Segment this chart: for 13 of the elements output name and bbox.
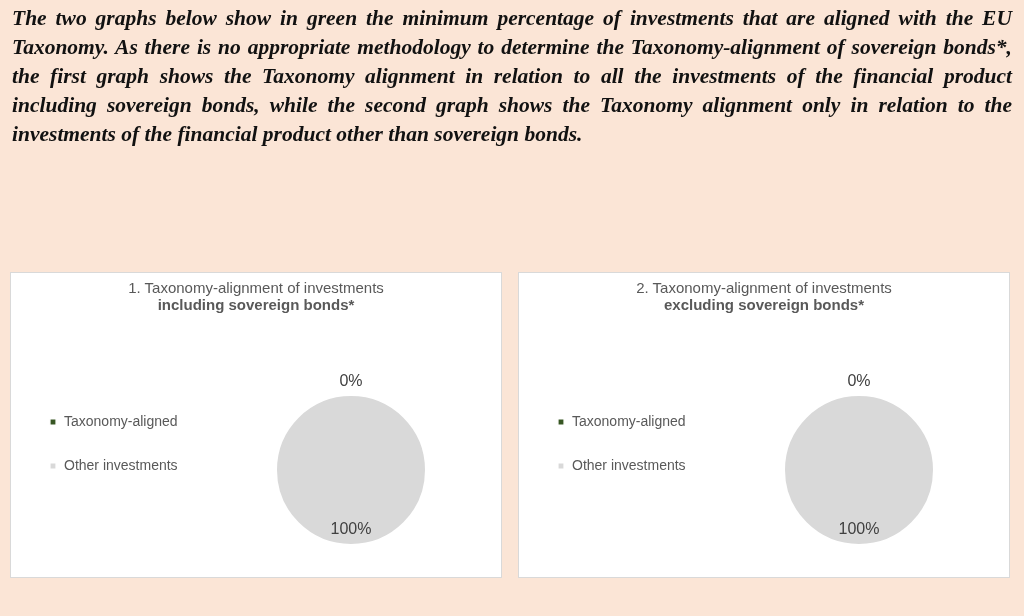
text: The two graphs below show in green the minimum percentage of investments that are aligned with the EU Taxonomy. As there is no appropriate methodology to determine the Taxonomy-alignment of sovereign bonds*, the first graph shows the Taxonomy alignment in relation to all the investments of the financial product including sovereign bonds, while the second graph shows the Taxonomy alignment only in relation to the investments of the financial product other than sovereign bonds. [11, 5, 1014, 148]
chart-subtitle: including sovereign bonds* [157, 296, 355, 313]
data-label: 100% [330, 519, 372, 537]
legend-label: Taxonomy-aligned [572, 413, 686, 429]
text: 0% [339, 372, 363, 389]
text: 0% [847, 372, 871, 389]
chart-title: 1. Taxonomy-alignment of investments [128, 279, 384, 296]
chart-title: 2. Taxonomy-alignment of investments [636, 279, 892, 296]
data-label: 100% [838, 519, 880, 537]
legend-label: Taxonomy-aligned [64, 413, 178, 429]
chart-subtitle: excluding sovereign bonds* [663, 296, 865, 313]
legend-label: Other investments [572, 457, 686, 473]
legend-label: Other investments [64, 457, 178, 473]
